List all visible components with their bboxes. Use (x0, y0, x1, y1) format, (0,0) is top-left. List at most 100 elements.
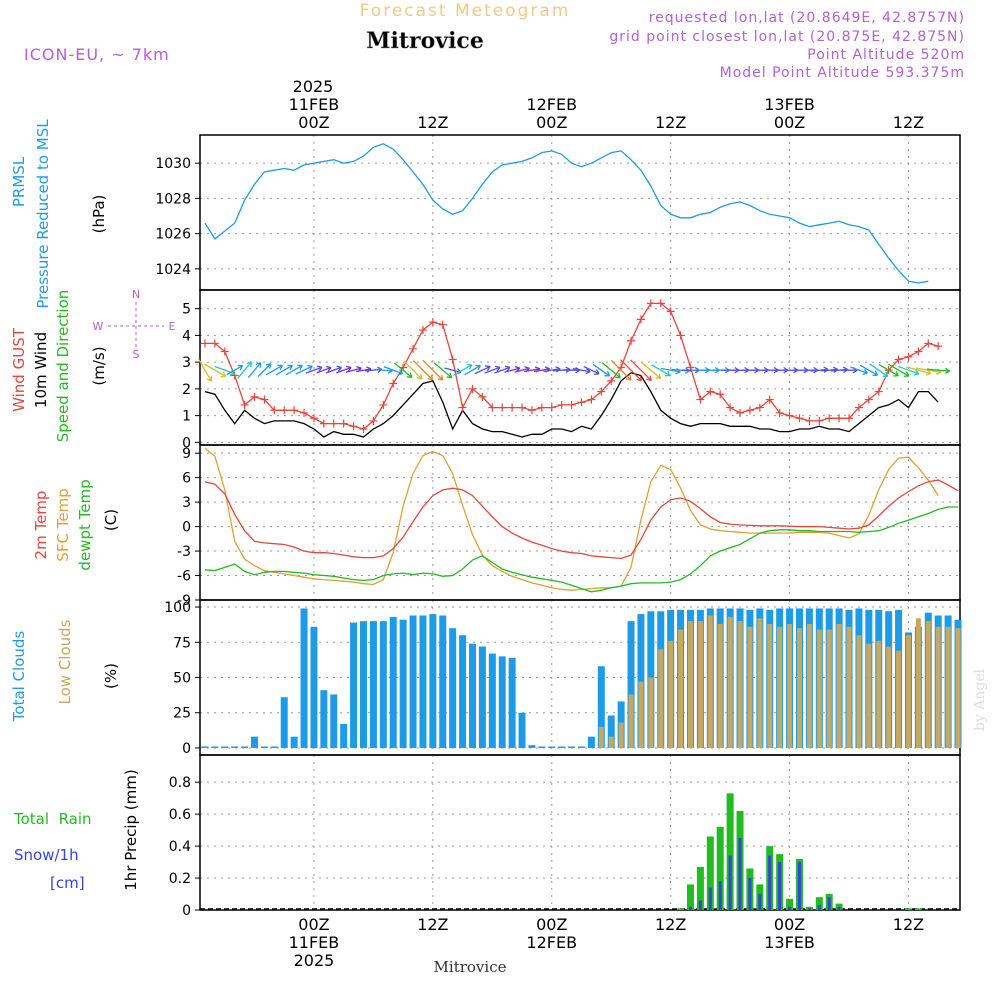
top-hour-label: 00Z (298, 113, 329, 132)
wind-arrow-head (277, 364, 284, 371)
wind-arrow-head (406, 372, 413, 379)
total-cloud-bar (260, 746, 268, 748)
wind-arrow-head (485, 365, 491, 372)
rain-bar (706, 836, 714, 910)
rain-bar (904, 908, 912, 910)
gust-marker (795, 414, 804, 423)
y-tick-label: 0.2 (169, 871, 191, 887)
snow-bar (728, 855, 732, 910)
wind-arrow-shaft (533, 368, 550, 373)
gust-label: Wind GUST (10, 327, 28, 412)
gust-marker (805, 416, 814, 425)
wind-arrow-head (646, 375, 652, 382)
gust-marker (934, 342, 943, 351)
low-cloud-bar (658, 649, 664, 748)
gust-marker (200, 339, 209, 348)
snow-unit-label: [cm] (50, 874, 85, 892)
sfc-temp-line (204, 447, 939, 591)
compass-s: S (133, 348, 140, 361)
low-cloud-bar (638, 681, 644, 748)
low-cloud-bar (787, 623, 793, 748)
wind-arrow-head (882, 371, 889, 378)
gust-marker (845, 414, 854, 423)
gust-marker (577, 398, 586, 407)
total-cloud-bar (340, 724, 348, 748)
snow-bar (797, 862, 801, 910)
y-tick-label: 1026 (155, 227, 191, 243)
wind-arrow-head (893, 371, 899, 377)
y-tick-label: 1028 (155, 191, 191, 207)
total-cloud-bar (627, 621, 635, 748)
wind-arrow-shaft (355, 368, 372, 373)
top-date-label: 11FEB (289, 95, 340, 114)
gust-marker (656, 299, 665, 308)
temp2m-line (204, 479, 959, 560)
pressure-unit: (hPa) (90, 195, 108, 234)
wind-arrow-head (615, 372, 621, 379)
gust-marker (290, 406, 299, 415)
rain-label: Total Rain (13, 810, 92, 828)
gust-marker (220, 347, 229, 356)
low-cloud-bar (915, 618, 921, 748)
low-cloud-bar (826, 629, 832, 748)
wind-arrow-shaft (601, 362, 621, 379)
low-cloud-bar (866, 643, 872, 748)
gust-marker (210, 339, 219, 348)
wind-arrow-shaft (888, 363, 910, 377)
wind-arrow-shaft (859, 364, 878, 376)
low-cloud-bar (678, 629, 684, 748)
top-date-label: 13FEB (764, 95, 815, 114)
wind-arrow-shaft (198, 358, 212, 382)
gust-marker (745, 406, 754, 415)
total-cloud-bar (607, 715, 615, 748)
total-cloud-bar (350, 622, 358, 748)
total-cloud-bar (518, 712, 526, 748)
top-hour-label: 12Z (417, 113, 448, 132)
gust-marker (518, 403, 527, 412)
wind-arrow-head (220, 371, 227, 378)
rain-bar (726, 793, 734, 910)
y-tick-label: 0 (182, 903, 191, 919)
gust-marker (587, 395, 596, 404)
low-cloud-bar (856, 635, 862, 748)
gust-marker (527, 406, 536, 415)
total-cloud-bar (231, 746, 239, 748)
gust-marker (696, 395, 705, 404)
total-cloud-bar (528, 745, 536, 748)
wind-arrow-head (944, 367, 951, 375)
gust-marker (825, 414, 834, 423)
y-tick-label: 3 (182, 495, 191, 511)
wind-arrow-head (416, 373, 423, 380)
snow-bar (748, 878, 752, 910)
top-hour-label: 12Z (893, 113, 924, 132)
wind-arrow-head (862, 368, 868, 375)
total-clouds-label: Total Clouds (10, 631, 28, 723)
gust-marker (270, 406, 279, 415)
rain-bar (914, 908, 922, 910)
clouds-panel: 0 25 50 75 100 (164, 599, 962, 757)
gust-marker (765, 395, 774, 404)
low-cloud-bar (876, 640, 882, 748)
gust-marker (597, 387, 606, 396)
low-cloud-bar (925, 621, 931, 748)
low-cloud-bar (935, 626, 941, 748)
wind-arrow-shaft (464, 365, 481, 376)
low-cloud-bar (886, 646, 892, 748)
y-tick-label: -9 (177, 593, 191, 609)
low-cloud-bar (945, 626, 951, 748)
wind-arrow-head (446, 372, 453, 379)
total-cloud-bar (419, 615, 427, 748)
snow-bar (688, 906, 692, 910)
gust-marker (498, 403, 507, 412)
wind-arrow-head (594, 369, 600, 376)
total-cloud-bar (548, 746, 556, 748)
wind-arrow-head (504, 365, 511, 372)
top-hour-label: 00Z (774, 113, 805, 132)
pressure-label-1: PRMSL (10, 156, 28, 207)
total-cloud-bar (389, 616, 397, 748)
low-cloud-bar (757, 618, 763, 748)
gust-marker (300, 408, 309, 417)
requested-coords: requested lon,lat (20.8649E, 42.8757N) (649, 10, 965, 26)
